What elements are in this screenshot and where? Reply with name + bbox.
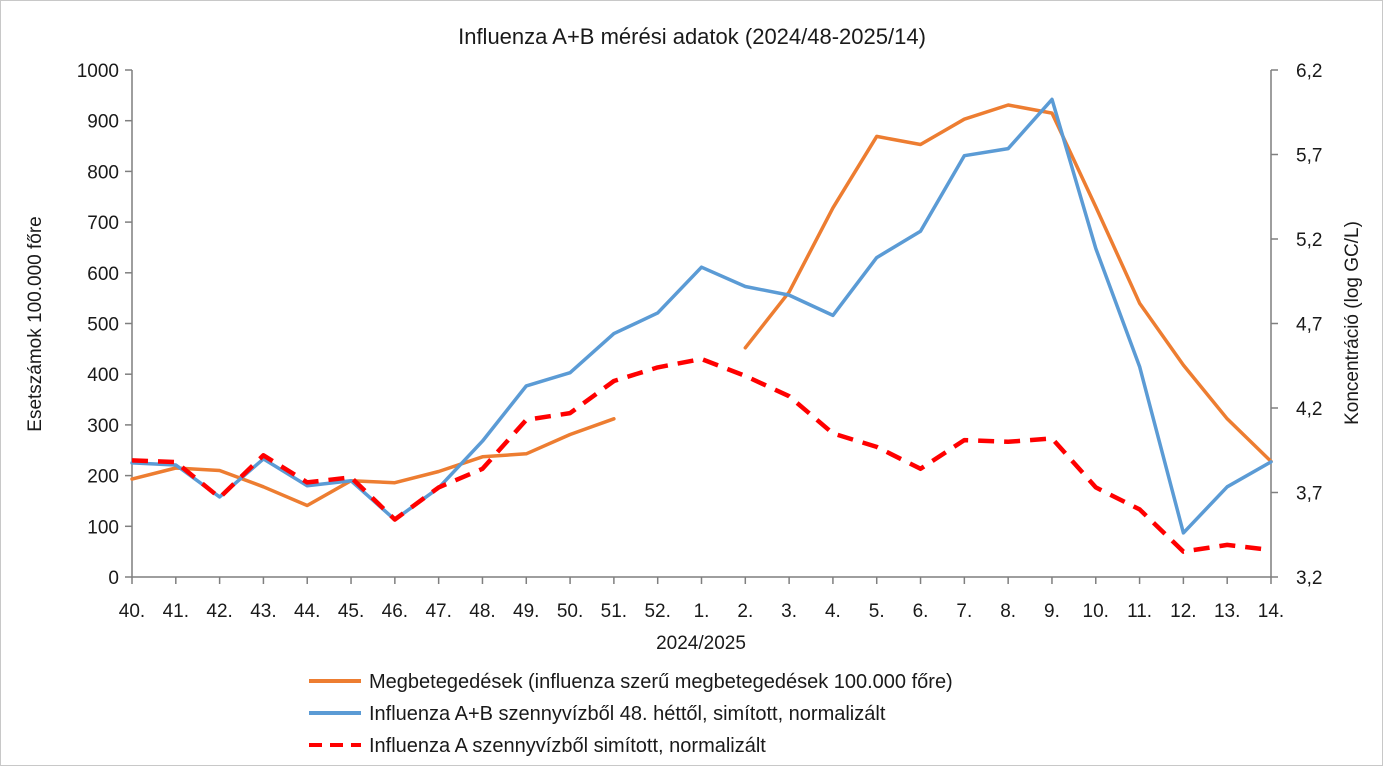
x-tick-label: 5. [869,601,885,622]
x-tick-label: 40. [119,601,145,622]
x-tick-label: 10. [1083,601,1109,622]
x-tick-label: 48. [469,601,495,622]
legend: Megbetegedések (influenza szerű megbeteg… [309,671,953,757]
left-y-ticks: 0 100 200 300 400 500 600 700 800 900 1000 [77,61,132,589]
right-tick-label: 4,7 [1296,315,1322,336]
left-tick-label: 0 [108,568,119,589]
legend-item-megbetegedesek: Megbetegedések (influenza szerű megbeteg… [309,671,953,693]
x-tick-label: 8. [1000,601,1016,622]
x-tick-label: 1. [694,601,710,622]
right-tick-label: 5,2 [1296,230,1322,251]
left-tick-label: 400 [87,365,119,386]
x-tick-label: 41. [163,601,189,622]
right-y-axis-title: Koncentráció (log GC/L) [1342,221,1363,425]
right-tick-label: 5,7 [1296,146,1322,167]
left-tick-label: 700 [87,213,119,234]
x-tick-label: 2. [737,601,753,622]
legend-label-megbetegedesek: Megbetegedések (influenza szerű megbeteg… [369,671,953,693]
series-line-influenza-ab [130,97,1273,535]
x-tick-label: 51. [601,601,627,622]
legend-item-influenza-ab: Influenza A+B szennyvízből 48. héttől, s… [309,703,886,725]
left-tick-label: 500 [87,315,119,336]
right-tick-label: 6,2 [1296,61,1322,82]
left-tick-label: 300 [87,416,119,437]
x-tick-label: 49. [513,601,539,622]
x-tick-label: 46. [382,601,408,622]
legend-item-influenza-a: Influenza A szennyvízből simított, norma… [309,735,766,757]
left-tick-label: 200 [87,467,119,488]
x-tick-label: 14. [1258,601,1284,622]
x-tick-label: 12. [1170,601,1196,622]
x-tick-label: 47. [425,601,451,622]
series-layer [130,97,1273,554]
x-tick-label: 50. [557,601,583,622]
x-tick-label: 7. [956,601,972,622]
left-tick-label: 600 [87,264,119,285]
chart-title: Influenza A+B mérési adatok (2024/48-202… [458,24,926,49]
left-tick-label: 100 [87,517,119,538]
legend-label-influenza-ab: Influenza A+B szennyvízből 48. héttől, s… [369,703,886,725]
x-tick-label: 45. [338,601,364,622]
x-axis-title: 2024/2025 [656,633,746,654]
left-y-axis-title: Esetszámok 100.000 főre [25,216,46,431]
right-tick-label: 4,2 [1296,399,1322,420]
x-tick-label: 4. [825,601,841,622]
x-tick-label: 43. [250,601,276,622]
x-tick-label: 13. [1214,601,1240,622]
right-tick-label: 3,7 [1296,484,1322,505]
x-tick-label: 44. [294,601,320,622]
series-line-megbetegedesek [743,103,1273,464]
x-axis-ticks: 40. 41. 42. 43. 44. 45. 46. 47. 48. 49. 50. 51. 52. 1… [119,577,1284,622]
x-tick-label: 3. [781,601,797,622]
x-tick-label: 9. [1044,601,1060,622]
left-tick-label: 800 [87,162,119,183]
legend-label-influenza-a: Influenza A szennyvízből simított, norma… [369,735,766,757]
left-tick-label: 1000 [77,61,119,82]
right-y-ticks: 3,2 3,7 4,2 4,7 5,2 5,7 6,2 [1271,61,1322,589]
series-line-megbetegedesek [130,417,616,508]
x-tick-label: 42. [206,601,232,622]
x-tick-label: 6. [913,601,929,622]
left-tick-label: 900 [87,112,119,133]
series-line-influenza-a [131,356,1272,554]
x-tick-label: 11. [1127,601,1152,622]
x-tick-label: 52. [644,601,670,622]
right-tick-label: 3,2 [1296,568,1322,589]
